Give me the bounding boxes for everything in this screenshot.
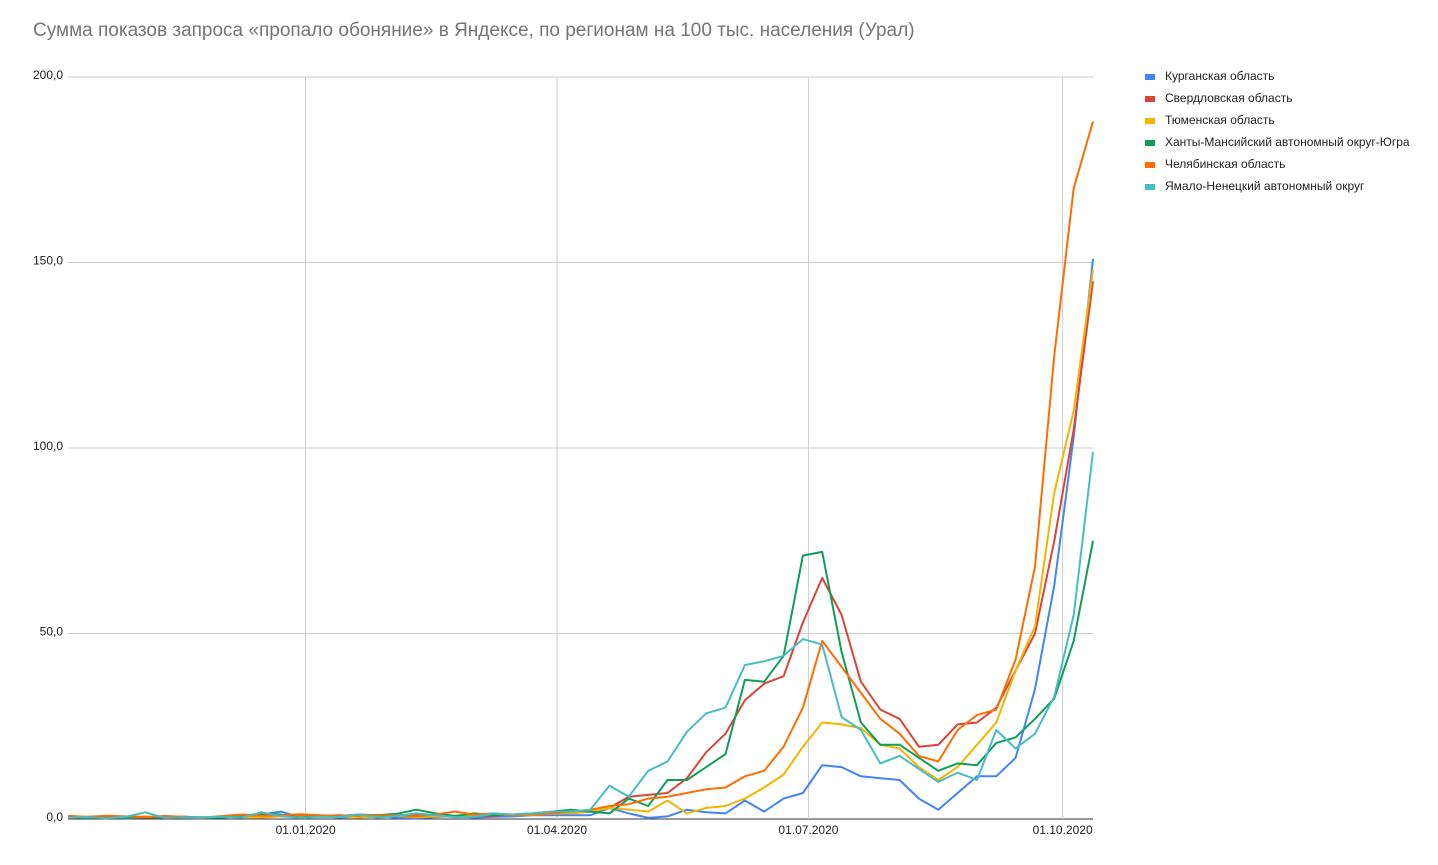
series-line: [67, 121, 1094, 819]
legend-swatch: [1145, 118, 1155, 124]
chart-title: Сумма показов запроса «пропало обоняние»…: [33, 20, 915, 41]
y-tick-label: 200,0: [33, 68, 63, 82]
legend-label: Челябинская область: [1165, 157, 1285, 171]
x-tick-label: 01.07.2020: [778, 823, 838, 837]
x-tick-label: 01.01.2020: [276, 823, 336, 837]
x-tick-label: 01.04.2020: [527, 823, 587, 837]
legend-label: Свердловская область: [1165, 91, 1292, 105]
series-line: [67, 451, 1094, 820]
legend-swatch: [1145, 184, 1155, 190]
legend-label: Ханты-Мансийский автономный округ-Югра: [1165, 135, 1410, 149]
series-line: [67, 258, 1094, 820]
legend-swatch: [1145, 140, 1155, 146]
legend-swatch: [1145, 74, 1155, 80]
y-tick-label: 150,0: [33, 254, 63, 268]
legend-swatch: [1145, 96, 1155, 102]
y-tick-label: 100,0: [33, 439, 63, 453]
legend-swatch: [1145, 162, 1155, 168]
series-line: [67, 280, 1094, 819]
series-line: [67, 540, 1094, 819]
legend-label: Тюменская область: [1165, 113, 1275, 127]
series-line: [67, 269, 1094, 819]
legend-label: Ямало-Ненецкий автономный округ: [1165, 179, 1365, 193]
y-tick-label: 0,0: [46, 810, 63, 824]
x-tick-label: 01.10.2020: [1033, 823, 1093, 837]
legend-label: Курганская область: [1165, 69, 1274, 83]
y-tick-label: 50,0: [40, 625, 64, 639]
